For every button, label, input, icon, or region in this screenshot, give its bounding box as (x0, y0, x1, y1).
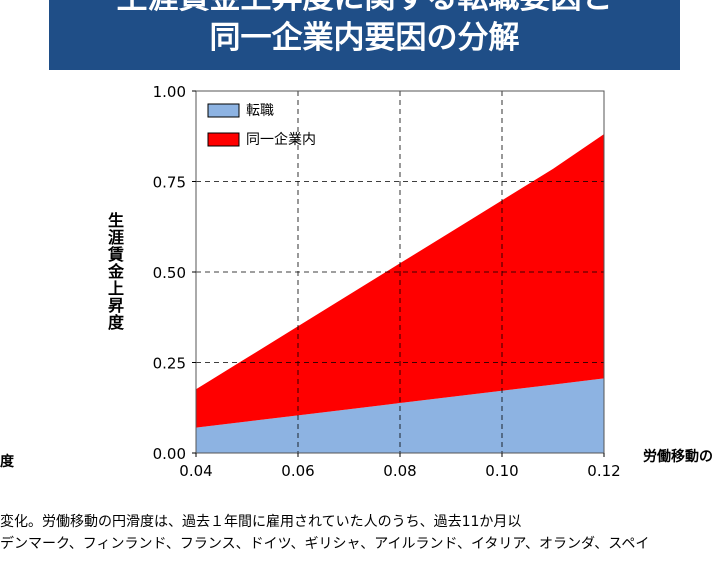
legend-label: 転職 (246, 103, 274, 119)
footnote-line-1: 変化。労働移動の円滑度は、過去１年間に雇用されていた人のうち、過去11か月以 (0, 514, 522, 530)
y-tick-label: 0.00 (153, 445, 186, 463)
title-line-1: 生涯賃金上昇度に関する転職要因と (49, 0, 680, 16)
title-line-2: 同一企業内要因の分解 (209, 20, 520, 56)
legend-label: 同一企業内 (246, 131, 316, 148)
y-tick-label: 1.00 (153, 83, 186, 101)
footnote-line-2: デンマーク、フィンランド、フランス、ドイツ、ギリシャ、アイルランド、イタリア、オ… (0, 536, 650, 552)
x-tick-label: 0.10 (485, 462, 518, 480)
title-banner: 生涯賃金上昇度に関する転職要因と 同一企業内要因の分解 (49, 0, 680, 70)
left-cut-label: 度 (0, 454, 14, 470)
legend-swatch (207, 103, 240, 118)
y-tick-label: 0.25 (153, 355, 186, 373)
y-axis-label: 生涯賃金上昇度 (105, 212, 124, 331)
x-axis-label: 労働移動の (643, 449, 713, 465)
x-tick-label: 0.04 (179, 462, 212, 480)
x-tick-label: 0.12 (587, 462, 620, 480)
stacked-area-chart: 0.00 0.25 0.50 0.75 1.00 0.04 0.06 0.08 0.10 0.12… (153, 83, 621, 480)
x-tick-label: 0.06 (281, 462, 314, 480)
y-tick-label: 0.50 (153, 264, 186, 282)
legend-swatch (207, 132, 240, 147)
y-tick-label: 0.75 (153, 174, 186, 192)
x-tick-label: 0.08 (383, 462, 416, 480)
